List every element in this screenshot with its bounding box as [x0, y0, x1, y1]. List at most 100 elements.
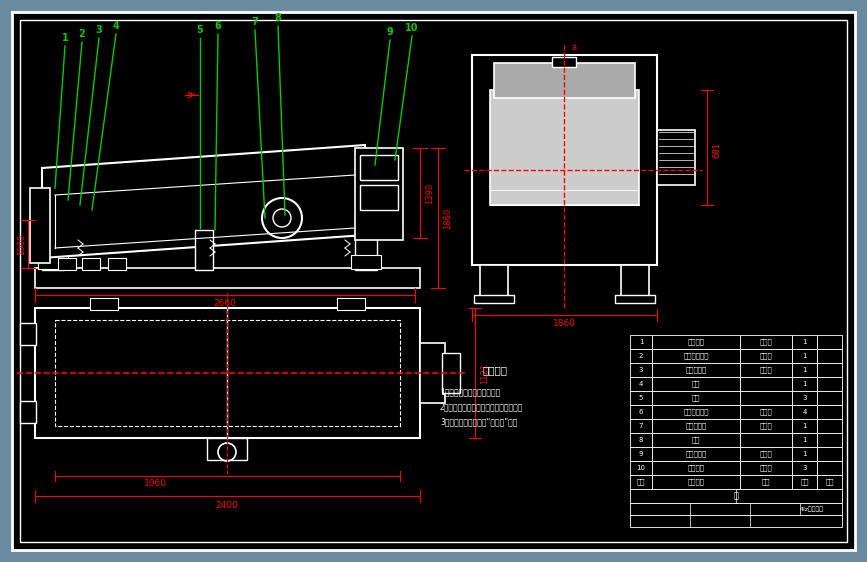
- Bar: [652, 447, 740, 461]
- Bar: [552, 57, 576, 67]
- Bar: [474, 295, 514, 303]
- Bar: [792, 433, 817, 447]
- Bar: [652, 405, 740, 419]
- Text: 振动控制总成: 振动控制总成: [683, 353, 708, 359]
- Text: 组合件: 组合件: [759, 353, 772, 359]
- Bar: [207, 438, 247, 460]
- Bar: [195, 230, 213, 270]
- Bar: [337, 298, 365, 310]
- Bar: [480, 265, 508, 300]
- Text: 3: 3: [639, 367, 643, 373]
- Bar: [360, 155, 398, 180]
- Text: 1860: 1860: [552, 319, 576, 328]
- Text: 材科: 材科: [762, 479, 770, 486]
- Text: 妈接件: 妈接件: [759, 409, 772, 415]
- Bar: [35, 308, 420, 438]
- Bar: [615, 295, 655, 303]
- Text: 妈接件: 妈接件: [759, 366, 772, 373]
- Bar: [817, 405, 842, 419]
- Text: 1: 1: [62, 33, 68, 43]
- Text: 3: 3: [802, 395, 807, 401]
- Bar: [817, 391, 842, 405]
- Bar: [630, 377, 652, 391]
- Text: 序号: 序号: [636, 479, 645, 486]
- Bar: [792, 377, 817, 391]
- Text: 5: 5: [639, 395, 643, 401]
- Bar: [740, 363, 792, 377]
- Bar: [740, 475, 792, 489]
- Bar: [792, 447, 817, 461]
- Bar: [652, 461, 740, 475]
- Bar: [740, 377, 792, 391]
- Bar: [652, 335, 740, 349]
- Bar: [630, 405, 652, 419]
- Bar: [351, 255, 381, 269]
- Text: 1860: 1860: [444, 207, 453, 229]
- Text: 3、整机放平后无明显“三又脚”现象: 3、整机放平后无明显“三又脚”现象: [440, 418, 518, 427]
- Bar: [657, 130, 695, 185]
- Bar: [817, 433, 842, 447]
- Bar: [792, 363, 817, 377]
- Text: 2400: 2400: [216, 501, 238, 510]
- Bar: [792, 391, 817, 405]
- Text: 组合件: 组合件: [759, 465, 772, 472]
- Text: 1060: 1060: [144, 479, 166, 488]
- Bar: [817, 363, 842, 377]
- Text: 固定底座: 固定底座: [688, 339, 705, 345]
- Text: 1: 1: [802, 381, 807, 387]
- Bar: [630, 503, 842, 515]
- Text: 1390: 1390: [426, 183, 434, 203]
- Bar: [630, 419, 652, 433]
- Bar: [652, 377, 740, 391]
- Bar: [630, 433, 652, 447]
- Bar: [817, 475, 842, 489]
- Bar: [355, 148, 403, 240]
- Bar: [792, 461, 817, 475]
- Bar: [792, 335, 817, 349]
- Bar: [817, 447, 842, 461]
- Bar: [630, 349, 652, 363]
- Text: 支撑弯管组件: 支撑弯管组件: [683, 409, 708, 415]
- Text: 1: 1: [802, 437, 807, 443]
- Bar: [817, 349, 842, 363]
- Polygon shape: [42, 145, 365, 258]
- Text: 零件名称: 零件名称: [688, 479, 705, 486]
- Bar: [630, 391, 652, 405]
- Text: 1: 1: [802, 451, 807, 457]
- Text: 备注: 备注: [825, 479, 834, 486]
- Bar: [792, 419, 817, 433]
- Bar: [90, 298, 118, 310]
- Bar: [817, 335, 842, 349]
- Text: 1、所用游资完整，无缺失；: 1、所用游资完整，无缺失；: [440, 388, 500, 397]
- Text: 10: 10: [636, 465, 646, 471]
- Text: 1060: 1060: [17, 233, 27, 255]
- Text: 9: 9: [639, 451, 643, 457]
- Text: 5: 5: [197, 25, 204, 35]
- Bar: [420, 343, 445, 403]
- Text: 妈接件: 妈接件: [759, 339, 772, 345]
- Text: 6: 6: [639, 409, 643, 415]
- Text: 3: 3: [95, 25, 102, 35]
- Bar: [652, 475, 740, 489]
- Text: 4: 4: [802, 409, 806, 415]
- Text: 4: 4: [113, 21, 120, 31]
- Bar: [792, 405, 817, 419]
- Bar: [630, 335, 652, 349]
- Text: 7: 7: [639, 423, 643, 429]
- Bar: [630, 475, 652, 489]
- Text: 震动频率度: 震动频率度: [686, 451, 707, 457]
- Text: 筛板总成: 筛板总成: [688, 465, 705, 472]
- Text: 1: 1: [639, 339, 643, 345]
- Bar: [652, 391, 740, 405]
- Bar: [82, 258, 100, 270]
- Bar: [355, 220, 377, 270]
- Text: 电机: 电机: [692, 380, 701, 387]
- Bar: [38, 255, 68, 269]
- Bar: [652, 419, 740, 433]
- Bar: [740, 391, 792, 405]
- Text: 弹签: 弹签: [692, 395, 701, 401]
- Bar: [792, 349, 817, 363]
- Text: 7: 7: [251, 17, 258, 27]
- Bar: [630, 363, 652, 377]
- Text: 数量: 数量: [800, 479, 809, 486]
